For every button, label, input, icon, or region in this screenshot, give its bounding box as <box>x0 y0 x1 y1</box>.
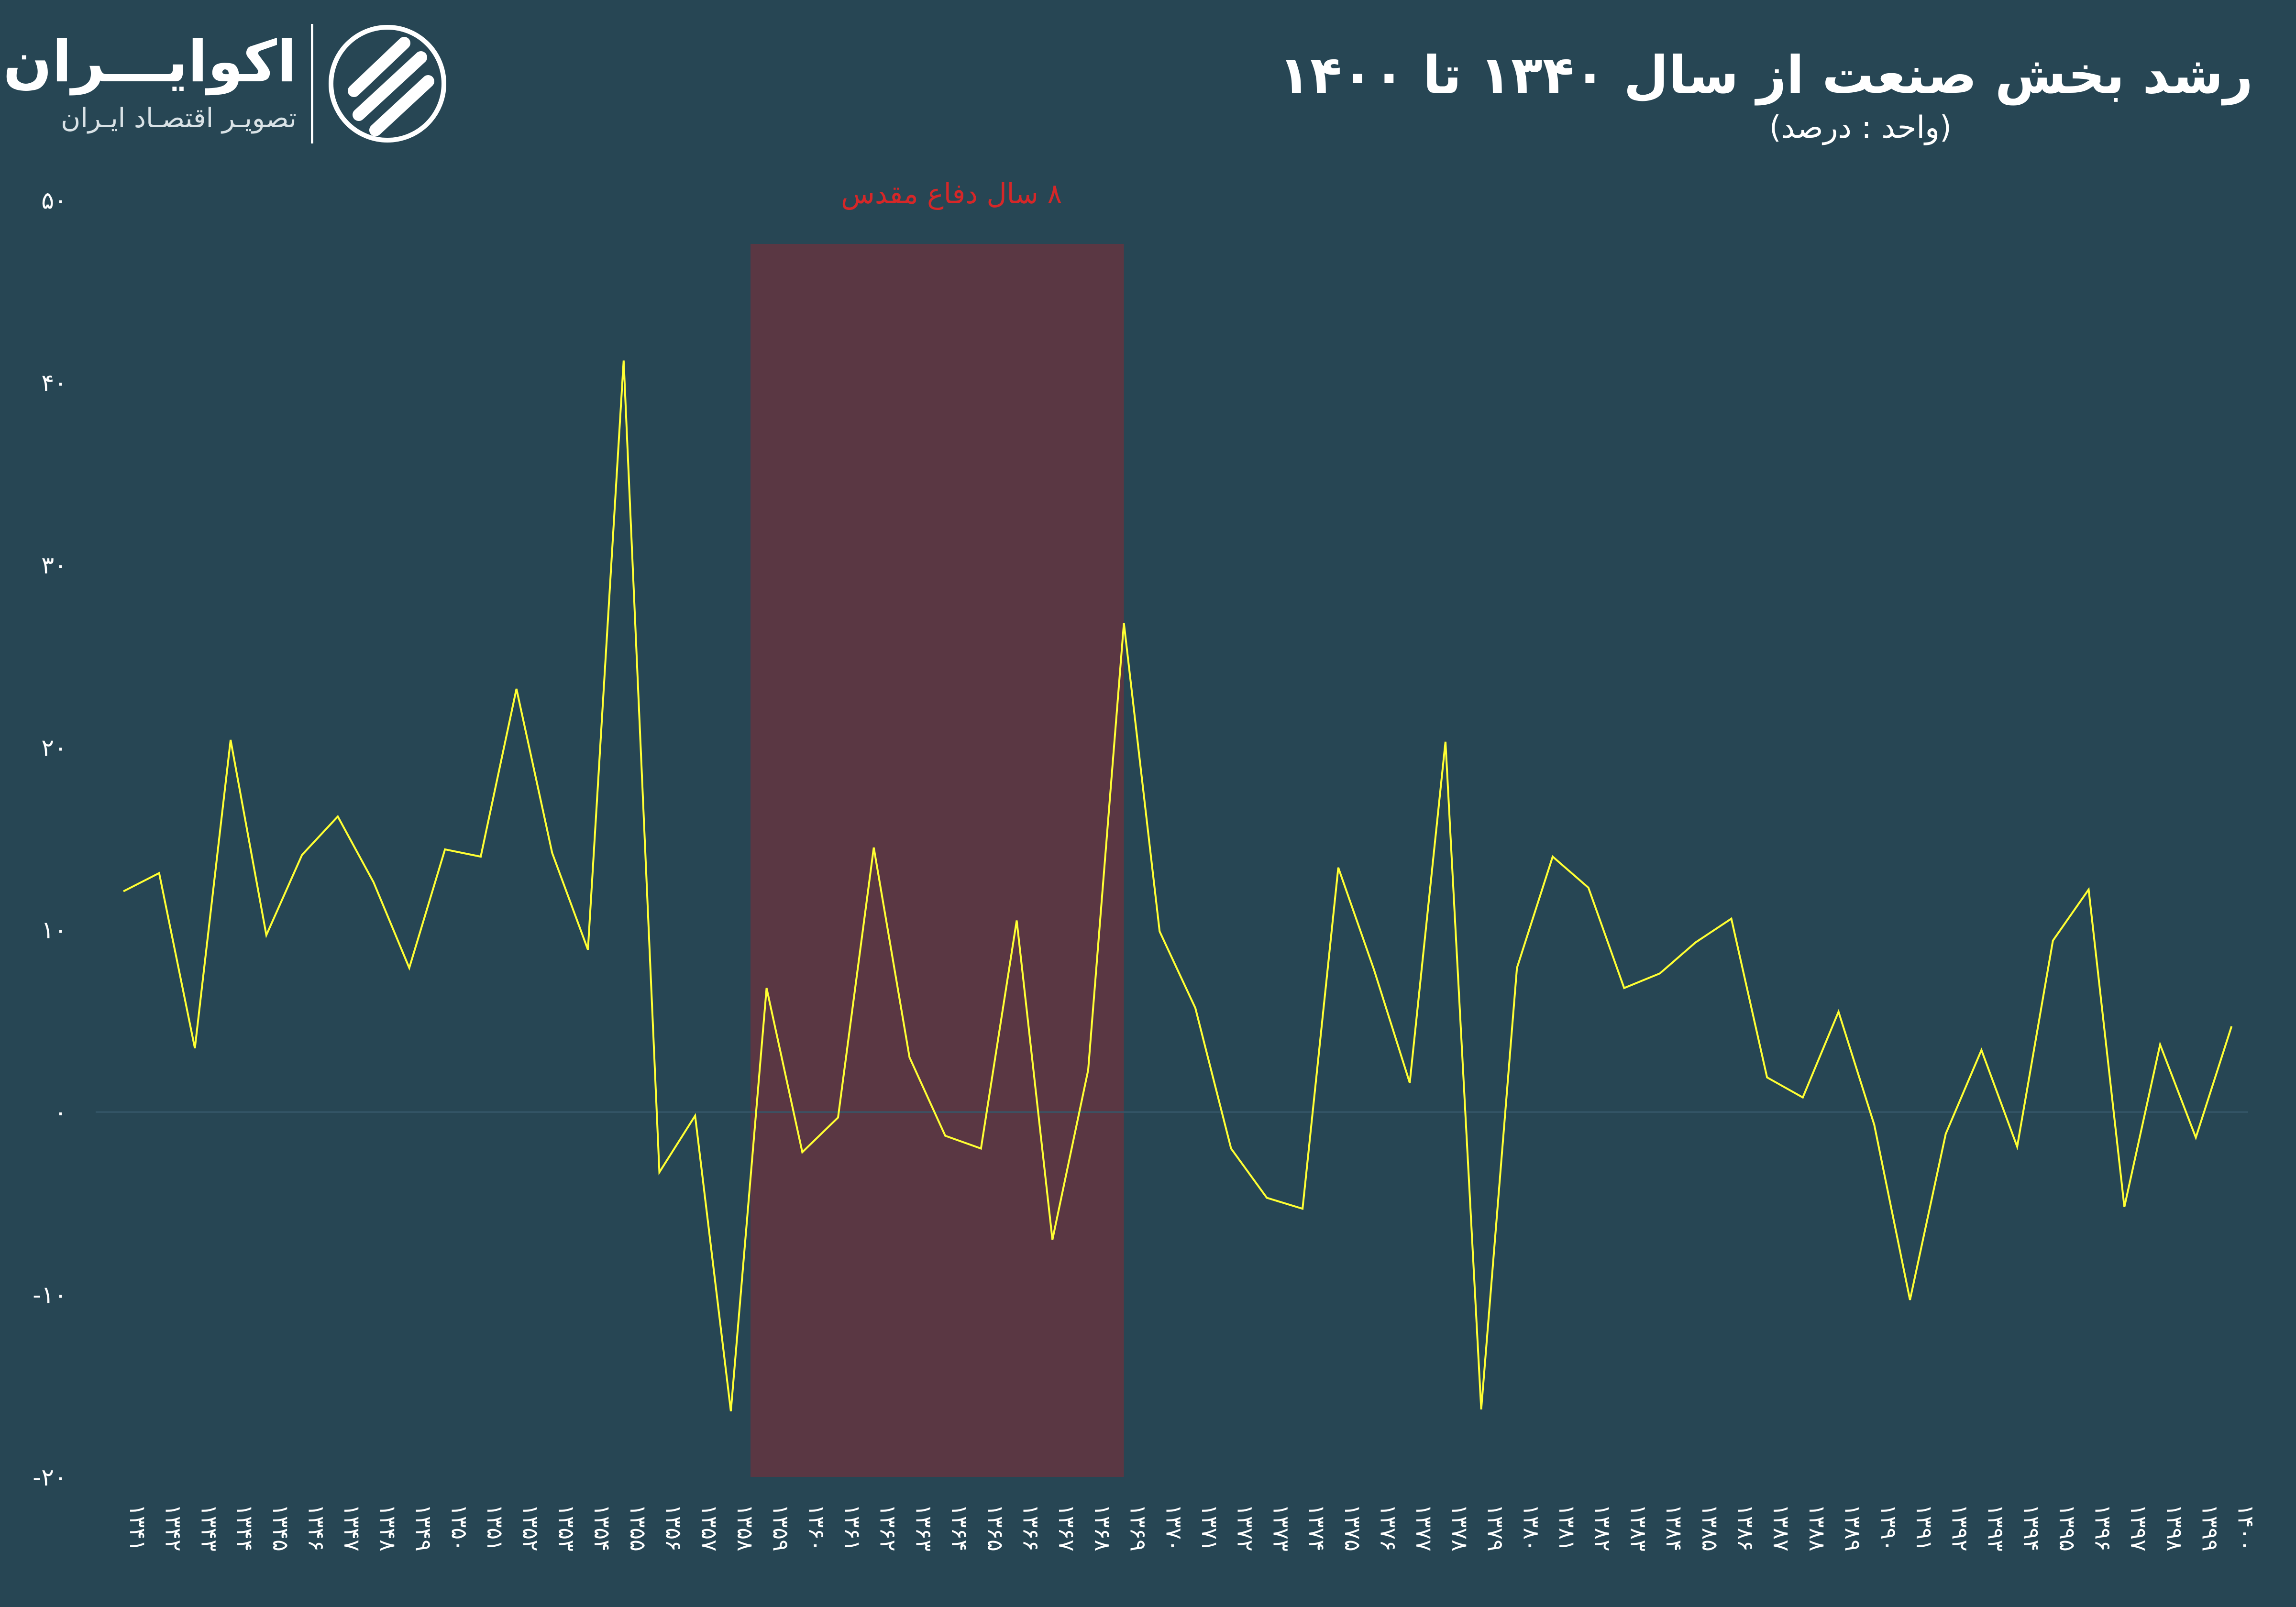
y-tick-label: -۲۰ <box>33 1464 67 1491</box>
x-tick-label: ۱۳۵۰ <box>446 1504 472 1552</box>
x-tick-label: ۱۳۴۵ <box>268 1504 294 1552</box>
x-tick-label: ۱۳۵۷ <box>696 1504 722 1552</box>
x-tick-label: ۱۳۵۶ <box>661 1504 687 1552</box>
x-tick-label: ۱۳۹۸ <box>2162 1504 2187 1552</box>
x-tick-label: ۱۳۸۴ <box>1661 1504 1687 1552</box>
x-tick-label: ۱۳۷۶ <box>1376 1504 1402 1552</box>
x-tick-label: ۱۳۶۹ <box>1126 1504 1151 1552</box>
x-tick-label: ۱۳۸۹ <box>1840 1504 1866 1552</box>
x-tick-label: ۱۳۶۷ <box>1054 1504 1080 1552</box>
x-tick-label: ۱۳۴۶ <box>304 1504 330 1552</box>
y-tick-label: ۴۰ <box>41 369 67 396</box>
x-tick-label: ۱۳۷۹ <box>1483 1504 1509 1552</box>
x-tick-label: ۱۳۷۸ <box>1447 1504 1473 1552</box>
x-tick-label: ۱۴۰۰ <box>2233 1504 2259 1552</box>
ecoiran-logo: اکوایـــران تصویـر اقتصـاد ایـران <box>3 19 450 148</box>
x-tick-label: ۱۳۵۵ <box>625 1504 651 1552</box>
x-axis-tick-labels: ۱۳۴۱ ۱۳۴۲ ۱۳۴۳ ۱۳۴۴ ۱۳۴۵ ۱۳۴۶ ۱۳۴۷ ۱۳۴۸ ۱۳۴۹ ۱۳۵۰… <box>125 1504 2259 1552</box>
y-tick-label: ۲۰ <box>41 734 67 761</box>
x-tick-label: ۱۳۶۲ <box>875 1504 901 1552</box>
y-tick-label: ۰ <box>54 1099 67 1126</box>
x-tick-label: ۱۳۸۲ <box>1590 1504 1616 1552</box>
x-tick-label: ۱۳۷۵ <box>1340 1504 1366 1552</box>
x-tick-label: ۱۳۷۱ <box>1197 1504 1223 1552</box>
war-period-band <box>750 244 1124 1477</box>
logo-mark-icon <box>329 25 446 143</box>
x-tick-label: ۱۳۴۳ <box>196 1504 222 1552</box>
x-tick-label: ۱۳۹۳ <box>1983 1504 2009 1552</box>
x-tick-label: ۱۳۶۵ <box>982 1504 1008 1552</box>
x-tick-label: ۱۳۹۹ <box>2197 1504 2223 1552</box>
x-tick-label: ۱۳۵۱ <box>482 1504 508 1552</box>
x-tick-label: ۱۳۶۳ <box>911 1504 937 1552</box>
x-tick-label: ۱۳۹۵ <box>2054 1504 2080 1552</box>
x-tick-label: ۱۳۶۶ <box>1018 1504 1044 1552</box>
x-tick-label: ۱۳۸۵ <box>1697 1504 1723 1552</box>
x-tick-label: ۱۳۶۸ <box>1090 1504 1115 1552</box>
x-tick-label: ۱۳۷۳ <box>1268 1504 1294 1552</box>
x-tick-label: ۱۳۸۷ <box>1768 1504 1794 1552</box>
x-tick-label: ۱۳۵۲ <box>518 1504 544 1552</box>
x-tick-label: ۱۳۴۹ <box>411 1504 437 1552</box>
logo-divider <box>311 24 313 143</box>
x-tick-label: ۱۳۴۷ <box>339 1504 365 1552</box>
x-tick-label: ۱۳۶۴ <box>947 1504 972 1552</box>
y-tick-label: ۱۰ <box>41 916 67 944</box>
x-tick-label: ۱۳۷۷ <box>1411 1504 1437 1552</box>
chart-title: رشد بخش صنعت از سال ۱۳۴۰ تا ۱۴۰۰ <box>1279 45 2253 105</box>
y-tick-label: ۵۰ <box>41 187 67 214</box>
x-tick-label: ۱۳۴۸ <box>375 1504 401 1552</box>
war-period-label: ۸ سال دفاع مقدس <box>841 177 1062 210</box>
x-tick-label: ۱۳۸۸ <box>1804 1504 1830 1552</box>
x-tick-label: ۱۳۸۳ <box>1625 1504 1651 1552</box>
x-tick-label: ۱۳۵۹ <box>768 1504 794 1552</box>
growth-series-line <box>123 360 2233 1411</box>
x-tick-label: ۱۳۵۴ <box>589 1504 615 1552</box>
y-tick-label: ۳۰ <box>41 551 67 579</box>
x-tick-label: ۱۳۹۲ <box>1947 1504 1973 1552</box>
x-tick-label: ۱۳۹۱ <box>1911 1504 1937 1552</box>
x-tick-label: ۱۳۸۰ <box>1518 1504 1544 1552</box>
x-tick-label: ۱۳۷۲ <box>1233 1504 1258 1552</box>
x-tick-label: ۱۳۶۰ <box>804 1504 829 1552</box>
x-tick-label: ۱۳۵۸ <box>732 1504 758 1552</box>
logo-name: اکوایـــران <box>3 29 297 95</box>
x-tick-label: ۱۳۴۲ <box>161 1504 187 1552</box>
x-tick-label: ۱۳۷۴ <box>1304 1504 1330 1552</box>
x-tick-label: ۱۳۵۳ <box>553 1504 579 1552</box>
y-axis-tick-labels: -۲۰ -۱۰ ۰ ۱۰ ۲۰ ۳۰ ۴۰ ۵۰ <box>33 187 67 1491</box>
x-tick-label: ۱۳۷۰ <box>1161 1504 1187 1552</box>
logo-tagline: تصویـر اقتصـاد ایـران <box>61 103 297 134</box>
chart-unit-subtitle: (واحد : درصد) <box>1769 110 1952 145</box>
x-tick-label: ۱۳۴۱ <box>125 1504 151 1552</box>
x-tick-label: ۱۳۸۱ <box>1554 1504 1580 1552</box>
x-tick-label: ۱۳۴۴ <box>232 1504 258 1552</box>
x-tick-label: ۱۳۸۶ <box>1733 1504 1759 1552</box>
y-tick-label: -۱۰ <box>33 1281 67 1309</box>
x-tick-label: ۱۳۹۷ <box>2126 1504 2152 1552</box>
x-tick-label: ۱۳۹۴ <box>2019 1504 2044 1552</box>
x-tick-label: ۱۳۶۱ <box>839 1504 865 1552</box>
x-tick-label: ۱۳۹۶ <box>2090 1504 2116 1552</box>
x-tick-label: ۱۳۹۰ <box>1876 1504 1901 1552</box>
